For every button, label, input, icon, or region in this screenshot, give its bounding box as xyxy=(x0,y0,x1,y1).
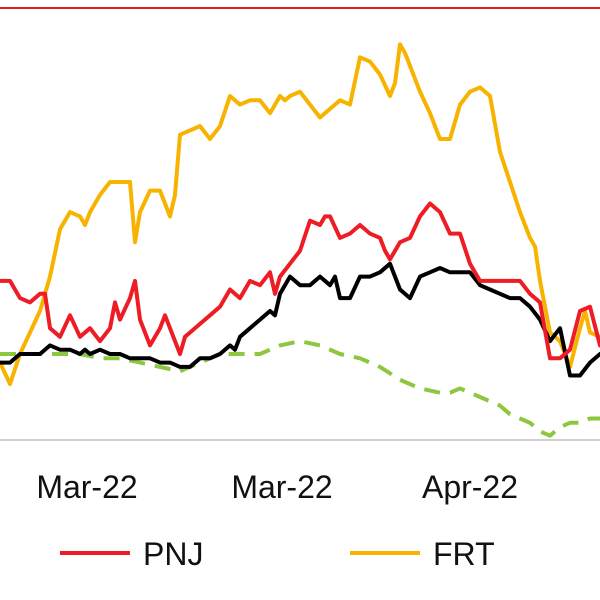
legend-label-pnj: PNJ xyxy=(143,536,203,572)
legend: PNJ FRT xyxy=(60,536,495,572)
series-line-green-dashed xyxy=(0,339,600,438)
x-tick-label: Mar-22 xyxy=(231,469,332,505)
series-line-pnj xyxy=(0,201,600,361)
x-tick-label: Apr-22 xyxy=(422,469,518,505)
series-line-black xyxy=(0,261,600,378)
series-layer xyxy=(0,42,600,438)
legend-label-frt: FRT xyxy=(433,536,495,572)
x-tick-label: Mar-22 xyxy=(36,469,137,505)
series-line-frt xyxy=(0,42,600,387)
